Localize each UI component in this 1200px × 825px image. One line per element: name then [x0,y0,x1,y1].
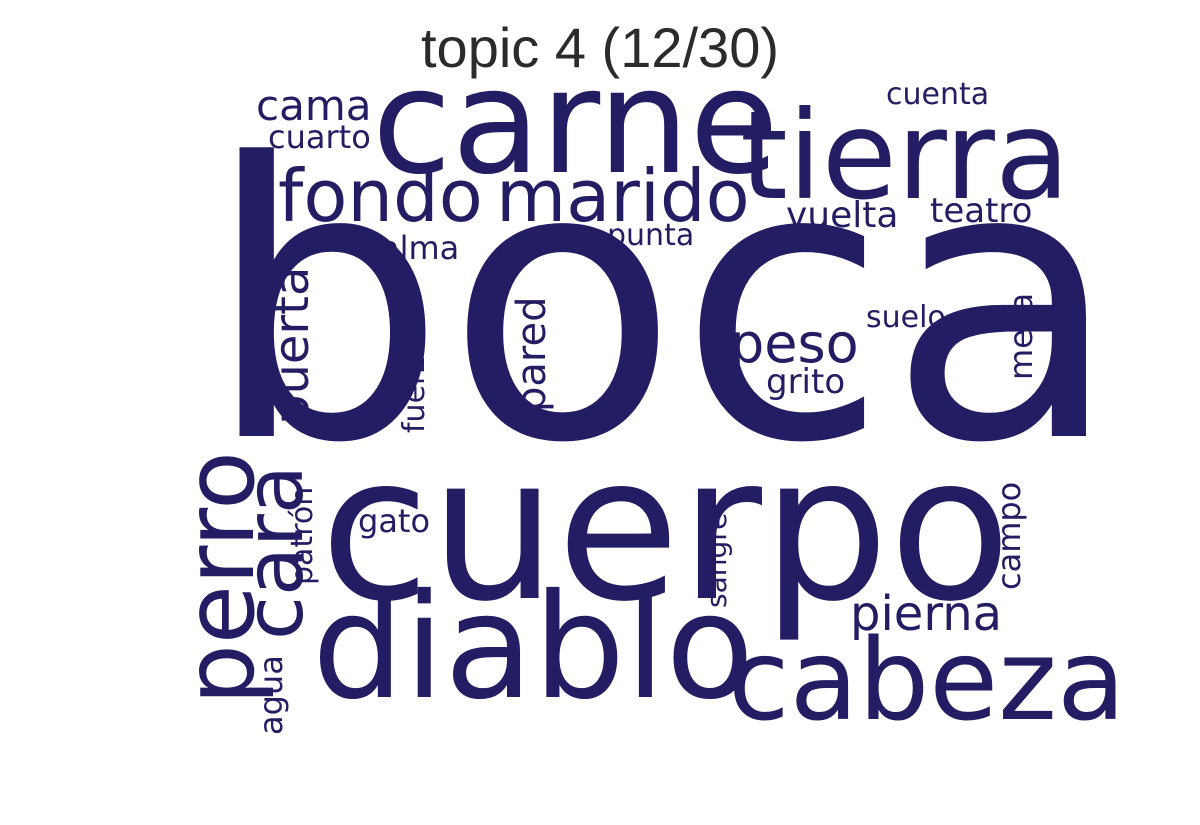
cloud-word: cabeza [728,616,1126,746]
cloud-word: pierna [850,586,1003,642]
cloud-word: peso [730,312,859,375]
cloud-title: topic 4 (12/30) [421,16,779,79]
cloud-word: campo [990,481,1028,590]
cloud-word: puerta [264,266,320,425]
cloud-word: grito [766,362,846,402]
cloud-word: suelo [866,300,946,335]
cloud-word: sangre [700,512,733,608]
cloud-word: gato [358,502,431,540]
cloud-word: agua [252,655,290,735]
cloud-word: tierra [740,85,1070,227]
cloud-word: marido [496,154,750,238]
cloud-word: fondo [278,154,483,238]
cloud-word: patrón [285,486,320,585]
cloud-word: cuerpo [320,413,1012,646]
cloud-word: carne [372,38,779,207]
cloud-word: cuenta [886,77,990,112]
cloud-word: diablo [312,563,755,732]
cloud-word: fuerza [397,338,432,434]
cloud-word: boca [205,83,1121,526]
cloud-word: mesa [1002,292,1040,380]
cloud-word: teatro [930,191,1033,231]
cloud-word: cama [256,81,372,130]
cloud-word: alma [380,229,460,267]
cloud-word: cuarto [268,118,371,156]
cloud-word: vuelta [786,195,899,236]
cloud-word: pared [509,296,555,412]
cloud-word: punta [607,218,695,253]
